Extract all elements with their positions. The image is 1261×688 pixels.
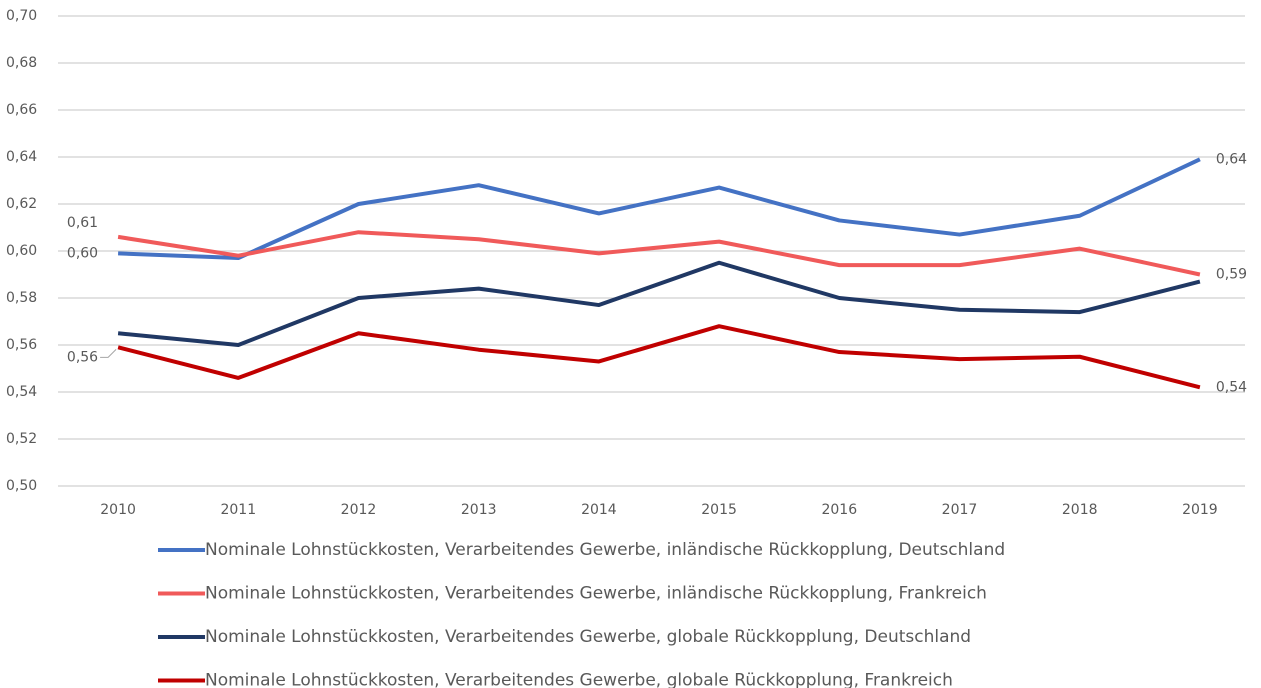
series-line: [117, 324, 1201, 390]
x-tick-label: 2013: [461, 502, 497, 518]
y-tick-label: 0,66: [6, 102, 37, 118]
series-line: [117, 230, 1201, 277]
legend-label: Nominale Lohnstückkosten, Verarbeitendes…: [205, 584, 987, 604]
x-tick-label: 2015: [701, 502, 737, 518]
y-tick-label: 0,70: [6, 8, 37, 24]
legend-label: Nominale Lohnstückkosten, Verarbeitendes…: [205, 540, 1005, 560]
x-tick-label: 2014: [581, 502, 617, 518]
legend-label: Nominale Lohnstückkosten, Verarbeitendes…: [205, 671, 953, 688]
y-tick-label: 0,58: [6, 290, 37, 306]
y-tick-label: 0,62: [6, 196, 37, 212]
data-label: 0,64: [1216, 151, 1247, 167]
x-tick-label: 2012: [341, 502, 377, 518]
y-tick-label: 0,64: [6, 149, 37, 165]
data-label: 0,60: [67, 245, 98, 261]
leader-line: [100, 348, 117, 358]
x-tick-label: 2018: [1062, 502, 1098, 518]
y-tick-label: 0,50: [6, 478, 37, 494]
legend-label: Nominale Lohnstückkosten, Verarbeitendes…: [205, 627, 971, 647]
data-label: 0,59: [1216, 267, 1247, 283]
x-tick-label: 2016: [821, 502, 857, 518]
y-tick-label: 0,56: [6, 337, 37, 353]
y-tick-label: 0,54: [6, 384, 37, 400]
y-tick-label: 0,68: [6, 55, 37, 71]
series-line: [117, 260, 1201, 347]
data-label: 0,54: [1216, 379, 1247, 395]
series-line: [118, 157, 1201, 261]
y-tick-label: 0,60: [6, 243, 37, 259]
data-label: 0,61: [67, 215, 98, 231]
y-tick-label: 0,52: [6, 431, 37, 447]
data-label: 0,56: [67, 349, 98, 365]
x-tick-label: 2017: [942, 502, 978, 518]
x-tick-label: 2019: [1182, 502, 1218, 518]
x-tick-label: 2011: [220, 502, 256, 518]
x-tick-label: 2010: [100, 502, 136, 518]
